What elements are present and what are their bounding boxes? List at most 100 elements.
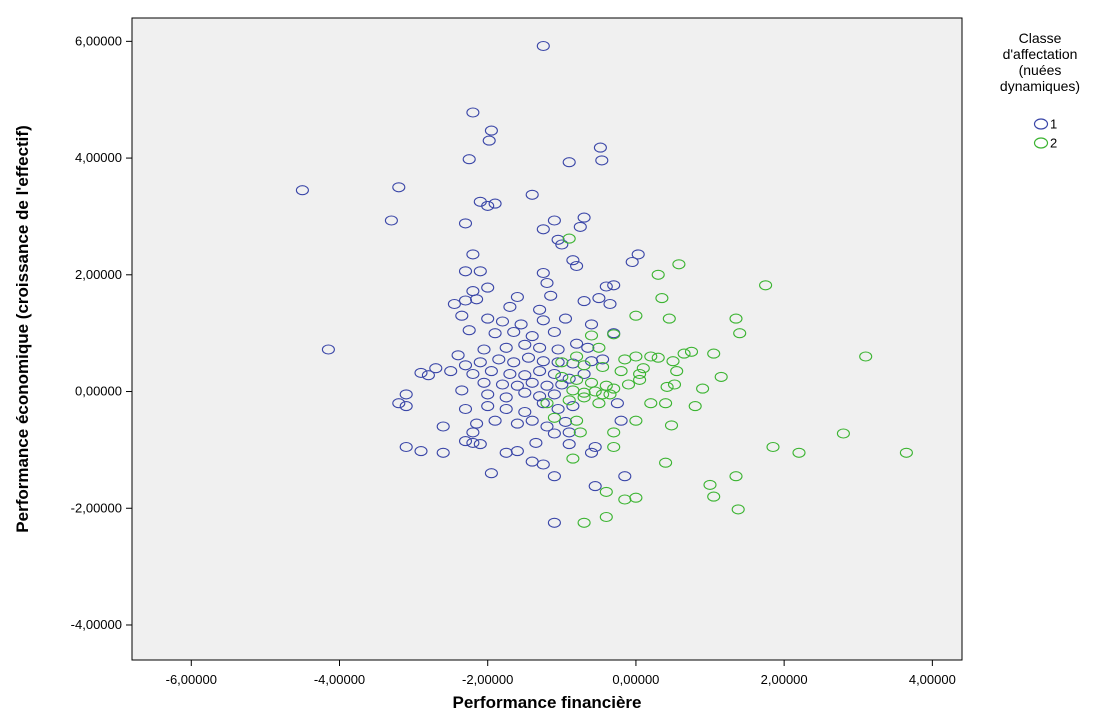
data-point [618, 471, 632, 482]
data-point [792, 447, 806, 458]
data-point [588, 481, 602, 492]
data-point [596, 354, 610, 365]
data-point [536, 224, 550, 235]
data-point [629, 310, 643, 321]
data-point [525, 331, 539, 342]
data-point [899, 447, 913, 458]
data-point [577, 517, 591, 528]
data-point [596, 361, 610, 373]
data-point [492, 354, 506, 365]
data-point [458, 218, 473, 229]
data-point [495, 316, 510, 327]
legend-marker [1033, 118, 1049, 130]
data-point [499, 392, 513, 403]
data-point [536, 267, 550, 279]
data-point [462, 154, 476, 165]
data-point [566, 255, 580, 266]
data-point [570, 351, 584, 362]
legend-item-1: 1 [1033, 117, 1057, 132]
data-point [473, 266, 487, 277]
data-point [731, 504, 745, 515]
data-point [631, 249, 645, 260]
data-point [470, 418, 484, 429]
data-point [566, 401, 580, 412]
data-point [599, 511, 613, 523]
data-point [529, 437, 543, 448]
data-point [510, 380, 524, 391]
data-point [644, 351, 658, 362]
data-point [455, 310, 469, 321]
data-point [547, 471, 561, 482]
data-point [458, 295, 473, 306]
data-point [518, 370, 532, 381]
data-point [466, 427, 480, 438]
data-point [558, 313, 573, 324]
data-point [836, 428, 850, 439]
data-point [562, 373, 576, 384]
data-point [555, 379, 569, 390]
data-point [536, 315, 550, 326]
data-point [414, 446, 428, 457]
data-point [551, 357, 565, 368]
data-point [488, 415, 502, 426]
data-point [503, 368, 517, 380]
data-point [444, 366, 458, 377]
y-tick-label: 2,00000 [75, 267, 122, 282]
data-point [518, 406, 532, 418]
data-point [733, 328, 747, 339]
legend-marker [1033, 137, 1049, 149]
data-point [466, 249, 480, 260]
legend: Classe d'affectation (nuées dynamiques) … [1000, 30, 1080, 151]
data-point [636, 363, 650, 374]
data-point [562, 395, 576, 406]
data-point [644, 398, 658, 409]
data-point [321, 344, 335, 355]
data-point [547, 368, 561, 380]
data-point [499, 403, 513, 415]
data-point [436, 421, 450, 432]
data-point [536, 40, 550, 52]
data-point [536, 459, 550, 470]
data-point [603, 298, 617, 310]
legend-label: 1 [1050, 117, 1057, 132]
data-point [592, 398, 606, 409]
data-point [607, 280, 621, 291]
x-axis-ticks: -6,00000 -4,00000 -2,00000 0,00000 2,00000 4,… [166, 660, 956, 687]
data-point [599, 281, 613, 292]
data-point [458, 403, 473, 415]
y-tick-label: 6,00000 [75, 33, 122, 48]
data-point [607, 329, 621, 340]
data-point [607, 427, 621, 438]
data-point [707, 491, 721, 502]
data-point [603, 389, 617, 400]
data-point [714, 371, 728, 382]
data-point [584, 330, 599, 341]
data-point [859, 351, 873, 362]
data-point [588, 441, 602, 453]
data-point [540, 398, 554, 409]
data-point [295, 185, 309, 196]
data-point [466, 107, 480, 118]
data-point [473, 357, 487, 368]
legend-title-line-4: dynamiques) [1000, 78, 1080, 94]
data-point [481, 401, 495, 412]
y-axis-ticks: -4,00000 -2,00000 0,00000 2,00000 4,00000 6,0… [71, 33, 132, 632]
data-point [482, 135, 496, 146]
data-point [421, 370, 435, 381]
data-point [655, 293, 669, 304]
data-point [495, 379, 510, 390]
data-point [540, 380, 554, 391]
data-points [295, 40, 913, 528]
data-point [573, 221, 587, 232]
data-point [614, 415, 628, 426]
data-point [466, 437, 480, 448]
data-point [518, 387, 532, 398]
data-point [510, 418, 524, 429]
data-point [514, 319, 528, 330]
data-point [533, 342, 547, 353]
data-point [477, 377, 491, 388]
data-point [659, 398, 673, 409]
data-point [570, 415, 584, 426]
data-point [729, 471, 743, 482]
data-point [533, 391, 547, 402]
